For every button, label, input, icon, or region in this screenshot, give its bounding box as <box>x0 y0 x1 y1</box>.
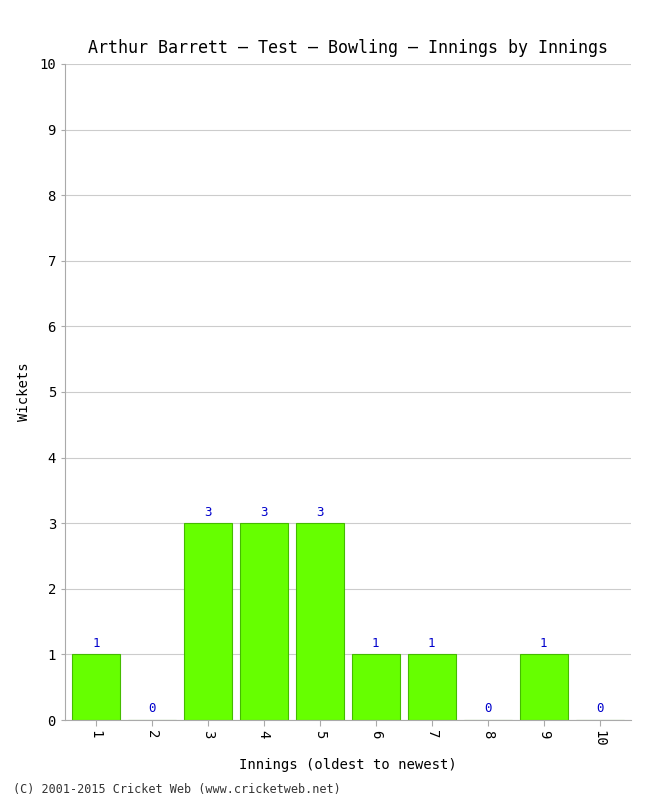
Bar <box>520 654 567 720</box>
Text: 0: 0 <box>148 702 155 715</box>
Text: 1: 1 <box>92 637 99 650</box>
Text: 3: 3 <box>204 506 211 518</box>
Bar <box>352 654 400 720</box>
Text: 3: 3 <box>260 506 268 518</box>
Bar <box>184 523 231 720</box>
Title: Arthur Barrett – Test – Bowling – Innings by Innings: Arthur Barrett – Test – Bowling – Inning… <box>88 39 608 57</box>
Y-axis label: Wickets: Wickets <box>17 362 31 422</box>
Text: 3: 3 <box>316 506 324 518</box>
X-axis label: Innings (oldest to newest): Innings (oldest to newest) <box>239 758 456 772</box>
Bar <box>408 654 456 720</box>
Bar <box>240 523 287 720</box>
Text: 0: 0 <box>596 702 603 715</box>
Text: 1: 1 <box>372 637 380 650</box>
Bar <box>296 523 344 720</box>
Text: (C) 2001-2015 Cricket Web (www.cricketweb.net): (C) 2001-2015 Cricket Web (www.cricketwe… <box>13 783 341 796</box>
Text: 1: 1 <box>428 637 436 650</box>
Bar <box>72 654 120 720</box>
Text: 0: 0 <box>484 702 491 715</box>
Text: 1: 1 <box>540 637 547 650</box>
